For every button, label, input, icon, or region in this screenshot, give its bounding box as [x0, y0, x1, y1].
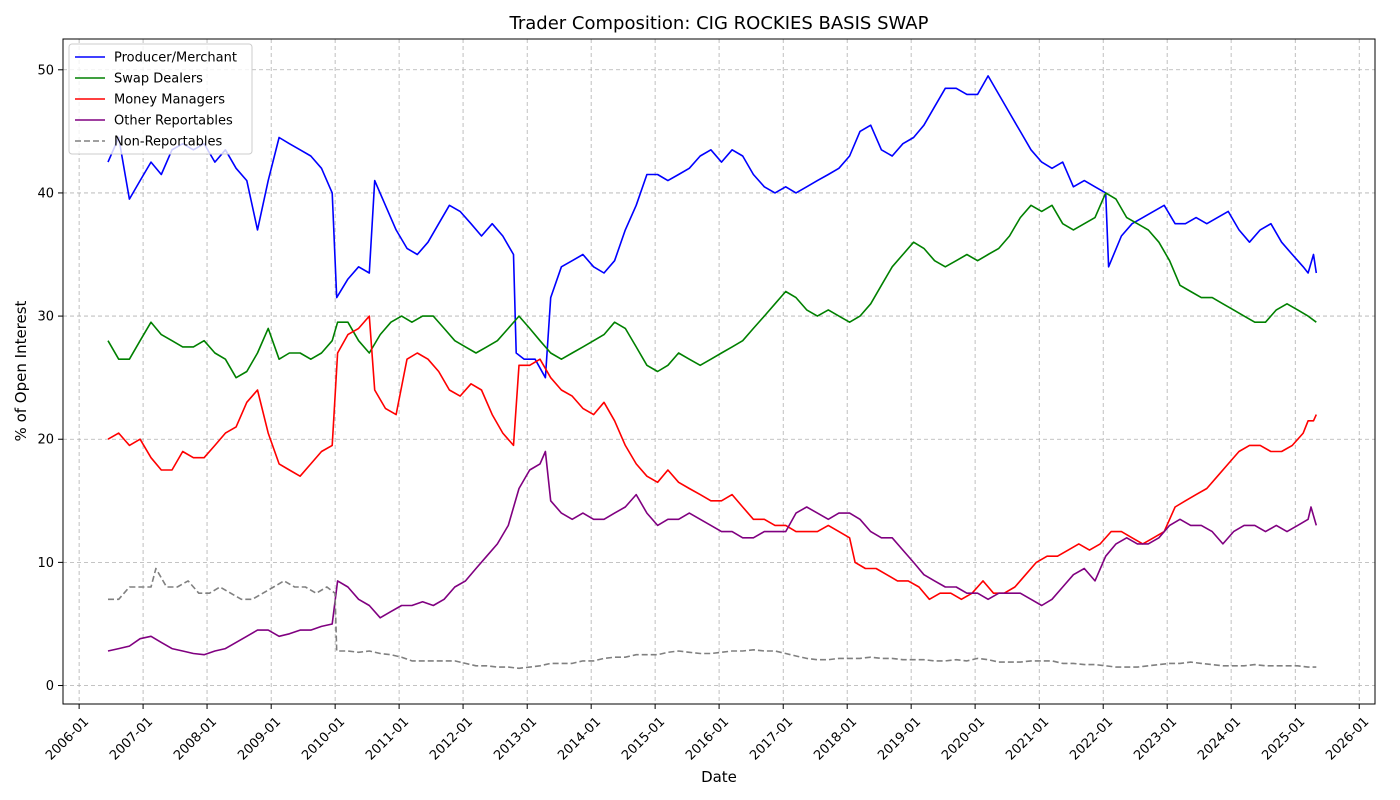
x-tick-label: 2008-01	[171, 714, 220, 763]
y-axis-label: % of Open Interest	[12, 300, 30, 441]
x-tick-label: 2015-01	[619, 714, 668, 763]
x-tick-label: 2011-01	[363, 714, 412, 763]
y-tick-label: 20	[37, 433, 54, 448]
chart-title: Trader Composition: CIG ROCKIES BASIS SW…	[509, 13, 929, 34]
y-tick-label: 0	[46, 679, 54, 694]
x-tick-label: 2014-01	[555, 714, 604, 763]
x-tick-label: 2019-01	[875, 714, 924, 763]
series-line-2	[107, 315, 1318, 601]
y-axis: 0 10 20 30 40 50	[37, 63, 63, 694]
x-tick-label: 2018-01	[811, 714, 860, 763]
x-tick-label: 2025-01	[1259, 714, 1308, 763]
x-tick-label: 2026-01	[1323, 714, 1372, 763]
y-tick-label: 50	[37, 63, 54, 78]
x-axis: 2006-01 2007-01 2008-01 2009-01 2010-01 2011-…	[43, 704, 1372, 763]
x-tick-label: 2007-01	[107, 714, 156, 763]
legend-label: Money Managers	[114, 93, 225, 108]
x-tick-label: 2021-01	[1003, 714, 1052, 763]
x-axis-label: Date	[701, 768, 737, 786]
x-tick-label: 2010-01	[299, 714, 348, 763]
legend-label: Swap Dealers	[114, 72, 203, 87]
y-tick-label: 10	[37, 556, 54, 571]
x-tick-label: 2024-01	[1195, 714, 1244, 763]
legend-label: Non-Reportables	[114, 135, 223, 150]
x-tick-label: 2017-01	[747, 714, 796, 763]
y-tick-label: 40	[37, 186, 54, 201]
legend-label: Other Reportables	[114, 114, 233, 129]
legend-label: Producer/Merchant	[114, 51, 237, 66]
x-tick-label: 2016-01	[683, 714, 732, 763]
legend: Producer/Merchant Swap Dealers Money Manag…	[68, 43, 253, 155]
series-lines	[107, 75, 1318, 670]
x-tick-label: 2012-01	[427, 714, 476, 763]
x-tick-label: 2023-01	[1131, 714, 1180, 763]
series-line-0	[107, 75, 1318, 379]
grid	[63, 39, 1375, 704]
x-tick-label: 2013-01	[491, 714, 540, 763]
x-tick-label: 2022-01	[1067, 714, 1116, 763]
series-line-1	[107, 192, 1317, 379]
series-line-3	[107, 450, 1318, 656]
series-line-4	[108, 567, 1317, 670]
y-tick-label: 30	[37, 310, 54, 325]
x-tick-label: 2009-01	[235, 714, 284, 763]
x-tick-label: 2020-01	[939, 714, 988, 763]
legend-box	[68, 43, 253, 155]
x-tick-label: 2006-01	[43, 714, 92, 763]
